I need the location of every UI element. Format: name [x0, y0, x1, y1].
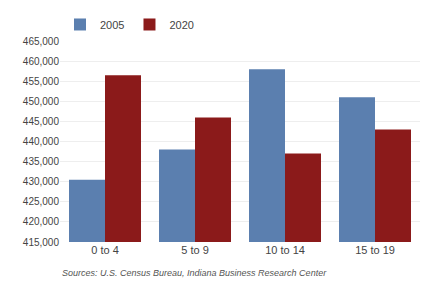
svg-text:430,000: 430,000 [23, 176, 60, 187]
svg-text:Sources: U.S. Census Bureau, I: Sources: U.S. Census Bureau, Indiana Bus… [62, 268, 327, 278]
svg-text:435,000: 435,000 [23, 156, 60, 167]
svg-text:455,000: 455,000 [23, 76, 60, 87]
svg-text:10 to 14: 10 to 14 [265, 244, 305, 256]
svg-text:450,000: 450,000 [23, 96, 60, 107]
svg-text:440,000: 440,000 [23, 136, 60, 147]
svg-text:425,000: 425,000 [23, 196, 60, 207]
svg-text:2020: 2020 [169, 19, 193, 31]
svg-text:415,000: 415,000 [23, 237, 60, 248]
svg-text:2005: 2005 [100, 19, 124, 31]
svg-text:420,000: 420,000 [23, 216, 60, 227]
svg-text:0 to 4: 0 to 4 [91, 244, 119, 256]
svg-text:460,000: 460,000 [23, 56, 60, 67]
svg-text:445,000: 445,000 [23, 116, 60, 127]
svg-text:15 to 19: 15 to 19 [355, 244, 395, 256]
svg-text:5 to 9: 5 to 9 [181, 244, 209, 256]
svg-text:465,000: 465,000 [23, 36, 60, 47]
